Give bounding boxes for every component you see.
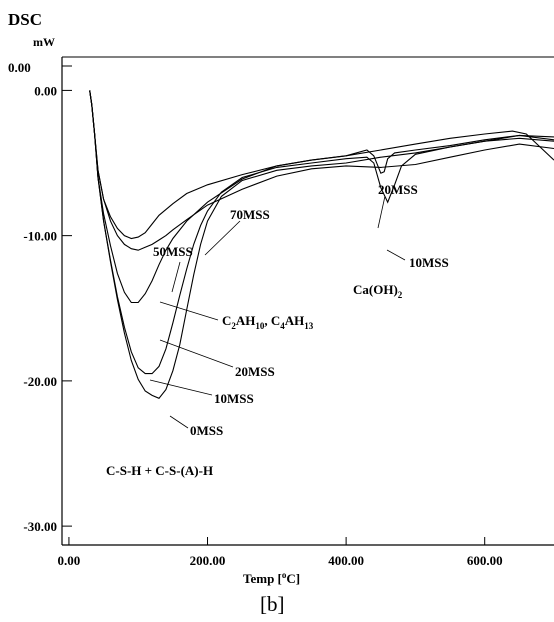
x-tick-label: 200.00 [190, 553, 226, 568]
leader-50mss [171, 261, 181, 293]
y-tick-label: -20.00 [23, 374, 57, 389]
plot-frame [61, 56, 554, 546]
y-axis-top-tick: 0.00 [8, 60, 31, 75]
x-ticks: 0.00 200.00 400.00 600.00 [58, 537, 503, 568]
leader-10mss-mid [149, 379, 213, 396]
y-tick-label: -10.00 [23, 229, 57, 244]
leader-20mss-mid [159, 339, 234, 368]
leader-c2ah10 [159, 301, 219, 321]
y-axis-unit: mW [33, 35, 55, 49]
label-70mss: 70MSS [230, 207, 270, 222]
y-tick-label: -30.00 [23, 519, 57, 534]
label-10mss-mid: 10MSS [214, 391, 254, 406]
panel-label: [b] [260, 592, 285, 616]
curve-10mss [89, 90, 554, 375]
x-axis-label: Temp [oC] [243, 570, 300, 586]
label-20mss-top: 20MSS [378, 182, 418, 197]
label-csh: C-S-H + C-S-(A)-H [106, 463, 213, 478]
x-tick-label: 400.00 [328, 553, 364, 568]
leader-70mss [204, 220, 241, 256]
curve-20mss [89, 90, 554, 304]
leader-20mss-top [377, 195, 386, 229]
y-ticks: 0.00 -10.00 -20.00 -30.00 [23, 83, 72, 534]
label-0mss: 0MSS [190, 423, 223, 438]
label-c2ah10-c4ah13: C2AH10, C4AH13 [222, 313, 314, 331]
y-tick-label: 0.00 [34, 83, 57, 98]
chart-title: DSC [8, 10, 42, 29]
label-caoh2: Ca(OH)2 [353, 282, 403, 300]
label-10mss-right: 10MSS [409, 255, 449, 270]
x-tick-label: 600.00 [467, 553, 503, 568]
curves [89, 90, 554, 399]
label-20mss-mid: 20MSS [235, 364, 275, 379]
curve-70mss [89, 90, 554, 240]
leader-0mss [169, 415, 189, 429]
leader-10mss-right [386, 249, 406, 261]
x-tick-label: 0.00 [58, 553, 81, 568]
curve-50mss [89, 90, 554, 251]
leader-lines [149, 195, 406, 429]
label-50mss: 50MSS [153, 244, 193, 259]
